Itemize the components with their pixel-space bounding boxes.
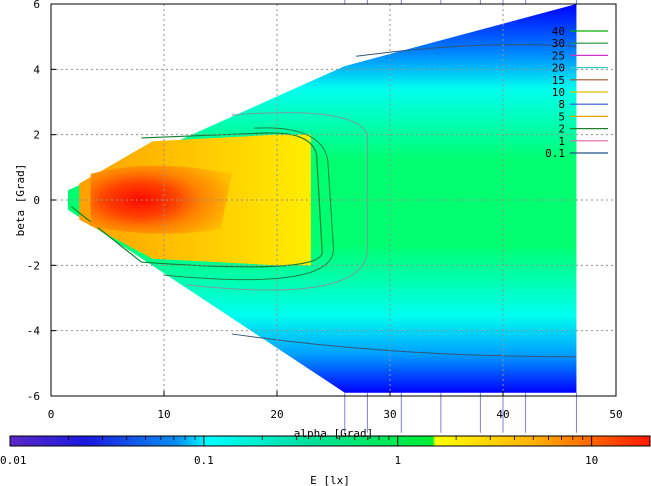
x-tick-label: 40 bbox=[496, 408, 509, 421]
x-tick-label: 30 bbox=[383, 408, 396, 421]
legend-label: 0.1 bbox=[545, 147, 565, 160]
y-tick-label: -2 bbox=[27, 259, 40, 272]
colorbar-tick-label: 10 bbox=[585, 454, 598, 467]
legend-label: 40 bbox=[552, 25, 565, 38]
legend-label: 15 bbox=[552, 74, 565, 87]
legend-label: 25 bbox=[552, 49, 565, 62]
y-tick-label: 0 bbox=[33, 194, 40, 207]
x-tick-label: 50 bbox=[609, 408, 622, 421]
legend-label: 5 bbox=[558, 110, 565, 123]
legend-label: 10 bbox=[552, 86, 565, 99]
contour-0.5 bbox=[186, 112, 368, 291]
x-axis-label: alpha [Grad] bbox=[294, 427, 373, 440]
plot-area bbox=[51, 0, 616, 433]
contour-0.1-bottom bbox=[356, 44, 577, 57]
colorbar-tick-label: 0.1 bbox=[194, 454, 214, 467]
contour-0.1-top bbox=[231, 333, 577, 358]
x-tick-label: 0 bbox=[48, 408, 55, 421]
colorbar-label: E [lx] bbox=[310, 474, 350, 486]
legend-label: 2 bbox=[558, 123, 565, 136]
contour-1 bbox=[163, 127, 335, 281]
y-tick-label: 4 bbox=[33, 63, 40, 76]
illuminance-field bbox=[67, 4, 577, 393]
colorbar-tick-label: 0.01 bbox=[0, 454, 27, 467]
y-tick-label: 6 bbox=[33, 0, 40, 11]
y-tick-label: -4 bbox=[27, 325, 41, 338]
legend-label: 20 bbox=[552, 62, 565, 75]
legend-label: 8 bbox=[558, 98, 565, 111]
colorbar: 0.01 0.1 1 10 E [lx] bbox=[0, 435, 651, 486]
y-tick-label: -6 bbox=[27, 390, 40, 403]
y-axis-label: beta [Grad] bbox=[14, 164, 27, 237]
x-tick-label: 10 bbox=[157, 408, 170, 421]
colorbar-tick-label: 1 bbox=[394, 454, 401, 467]
x-tick-label: 20 bbox=[270, 408, 283, 421]
legend-label: 30 bbox=[552, 37, 565, 50]
y-tick-label: 2 bbox=[33, 129, 40, 142]
legend-label: 1 bbox=[558, 135, 565, 148]
